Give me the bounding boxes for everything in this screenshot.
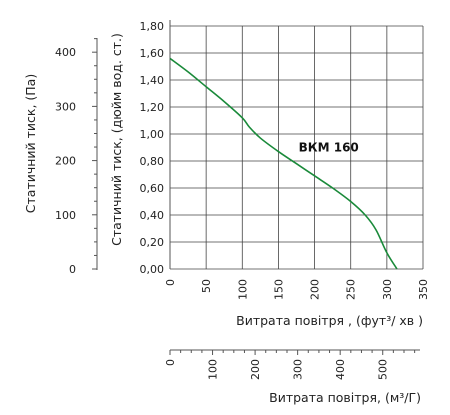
y-tick-label: 0,80 <box>140 155 165 168</box>
x-tick-label: 0 <box>164 279 177 286</box>
x-tick-label: 250 <box>345 279 358 300</box>
y-tick-label: 1,20 <box>140 101 165 114</box>
pa-tick-label: 400 <box>55 46 76 59</box>
y-tick-label: 0,20 <box>140 236 165 249</box>
m3h-tick-label: 200 <box>249 359 262 380</box>
x-tick-label: 50 <box>200 279 213 293</box>
y-tick-label: 0,40 <box>140 209 165 222</box>
pa-tick-label: 100 <box>55 209 76 222</box>
series-layer: ВКМ 160 <box>169 57 398 270</box>
y-tick-label: 0,00 <box>140 263 165 276</box>
m3h-axis-title: Витрата повітря, (м³/Г) <box>269 390 421 405</box>
series-line-vkm160 <box>169 57 398 270</box>
x-tick-label: 150 <box>272 279 285 300</box>
m3h-tick-label: 500 <box>377 359 390 380</box>
y-tick-label: 1,40 <box>140 74 165 87</box>
m3h-tick-label: 0 <box>164 359 177 366</box>
pa-tick-label: 300 <box>55 100 76 113</box>
m3h-tick-label: 100 <box>207 359 220 380</box>
axes <box>92 20 420 355</box>
axis-titles: Статичний тиск, (дюйм вод. ст.) Статичний… <box>23 33 423 405</box>
x-tick-label: 300 <box>381 279 394 300</box>
x-tick-label: 100 <box>236 279 249 300</box>
y-tick-label: 1,80 <box>140 20 165 33</box>
tick-labels: 0,00 0,20 0,40 0,60 0,80 1,00 1,20 1,40 1,60 1,80… <box>55 20 430 380</box>
m3h-tick-label: 300 <box>292 359 305 380</box>
y-tick-label: 1,60 <box>140 47 165 60</box>
grid <box>169 25 424 270</box>
y-tick-label: 0,60 <box>140 182 165 195</box>
pa-tick-label: 200 <box>55 155 76 168</box>
x-axis-title: Витрата повітря , (фут³/ хв ) <box>236 313 423 328</box>
m3h-tick-label: 400 <box>334 359 347 380</box>
series-label-vkm160: ВКМ 160 <box>299 141 359 155</box>
pa-axis-title: Статичний тиск, (Па) <box>23 74 38 213</box>
pa-tick-label: 0 <box>69 263 76 276</box>
y-axis-title: Статичний тиск, (дюйм вод. ст.) <box>109 33 124 246</box>
x-tick-label: 200 <box>309 279 322 300</box>
y-tick-label: 1,00 <box>140 128 165 141</box>
x-tick-label: 350 <box>417 279 430 300</box>
